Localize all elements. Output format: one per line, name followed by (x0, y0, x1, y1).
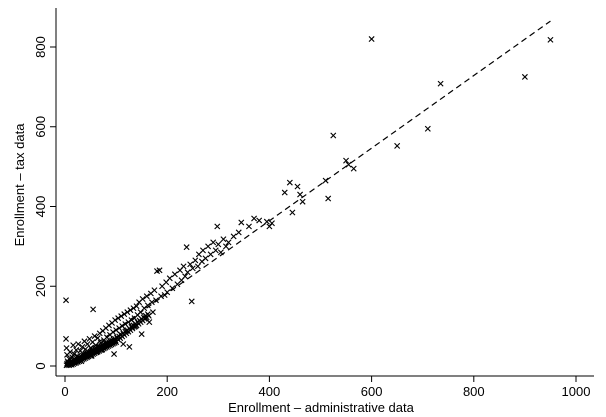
y-tick-label: 0 (33, 362, 48, 369)
y-tick-label: 600 (33, 116, 48, 138)
data-point (256, 217, 263, 224)
data-point (322, 177, 329, 184)
x-axis-title: Enrollment – administrative data (228, 400, 414, 415)
x-tick-label: 800 (463, 384, 485, 399)
data-point (343, 157, 350, 164)
data-point (215, 241, 222, 248)
data-point (294, 183, 301, 190)
data-point (268, 220, 275, 227)
data-point (130, 305, 137, 312)
data-point (120, 341, 127, 348)
data-point (222, 243, 229, 250)
data-point (118, 313, 125, 320)
data-point (133, 303, 140, 310)
data-point (289, 209, 296, 216)
data-point (91, 333, 98, 340)
data-point (205, 243, 212, 250)
data-point (330, 132, 337, 139)
y-tick-label: 200 (33, 275, 48, 297)
data-point (141, 305, 148, 312)
data-point (139, 296, 146, 302)
x-tick-label: 200 (156, 384, 178, 399)
data-point (151, 287, 158, 294)
data-point (166, 275, 173, 282)
data-point (63, 297, 70, 304)
data-point (192, 257, 199, 264)
data-point (297, 191, 304, 198)
data-point (189, 265, 196, 272)
data-point (84, 341, 91, 348)
data-point (202, 255, 209, 262)
data-point (188, 298, 195, 305)
data-point (235, 229, 242, 236)
data-point (125, 319, 132, 326)
data-point (90, 306, 97, 313)
data-point (199, 247, 206, 254)
data-point (220, 236, 227, 243)
data-point (281, 189, 288, 196)
data-point (171, 271, 178, 278)
data-point (325, 195, 332, 202)
data-point (299, 198, 306, 205)
data-point (251, 215, 258, 222)
data-point (70, 342, 77, 349)
data-point (212, 247, 219, 254)
ticks: 0 200 400 600 800 1000 0 200 400 600 800 (33, 36, 590, 399)
data-point (156, 267, 163, 274)
data-point (394, 142, 401, 149)
data-point (225, 239, 232, 246)
axes (55, 8, 594, 377)
data-point (187, 261, 194, 268)
data-point (183, 244, 190, 251)
data-point (146, 319, 153, 326)
data-point (207, 251, 214, 258)
data-point (547, 36, 554, 43)
x-tick-label: 1000 (562, 384, 591, 399)
data-point (245, 223, 252, 230)
data-point (112, 317, 119, 324)
data-point (124, 309, 131, 316)
data-points (63, 36, 554, 369)
data-point (63, 335, 70, 342)
y-tick-label: 400 (33, 196, 48, 218)
data-point (67, 349, 74, 356)
data-point (286, 179, 293, 186)
data-point (182, 273, 189, 280)
data-point (145, 312, 152, 319)
x-tick-label: 600 (361, 384, 383, 399)
data-point (521, 73, 528, 80)
data-point (143, 293, 150, 300)
data-point (75, 341, 82, 348)
data-point (210, 239, 217, 246)
data-point (138, 331, 145, 338)
data-point (169, 285, 176, 292)
data-point (144, 302, 151, 309)
data-point (126, 343, 133, 350)
data-point (111, 351, 118, 358)
y-axis-title: Enrollment – tax data (12, 123, 27, 247)
data-point (184, 269, 191, 276)
y-tick-label: 800 (33, 36, 48, 58)
data-point (180, 263, 187, 270)
data-point (350, 165, 357, 172)
x-tick-label: 0 (61, 384, 68, 399)
data-point (158, 293, 165, 300)
data-point (116, 325, 123, 332)
data-point (152, 297, 159, 304)
x-tick-label: 400 (259, 384, 281, 399)
data-point (121, 311, 128, 318)
data-point (214, 223, 221, 230)
data-point (194, 263, 201, 270)
data-point (148, 299, 155, 306)
data-point (424, 125, 431, 132)
data-point (437, 80, 444, 87)
data-point (238, 219, 245, 226)
data-point (127, 307, 134, 314)
data-point (230, 233, 237, 240)
data-point (115, 315, 122, 322)
data-point (368, 36, 375, 43)
data-point (94, 335, 101, 342)
